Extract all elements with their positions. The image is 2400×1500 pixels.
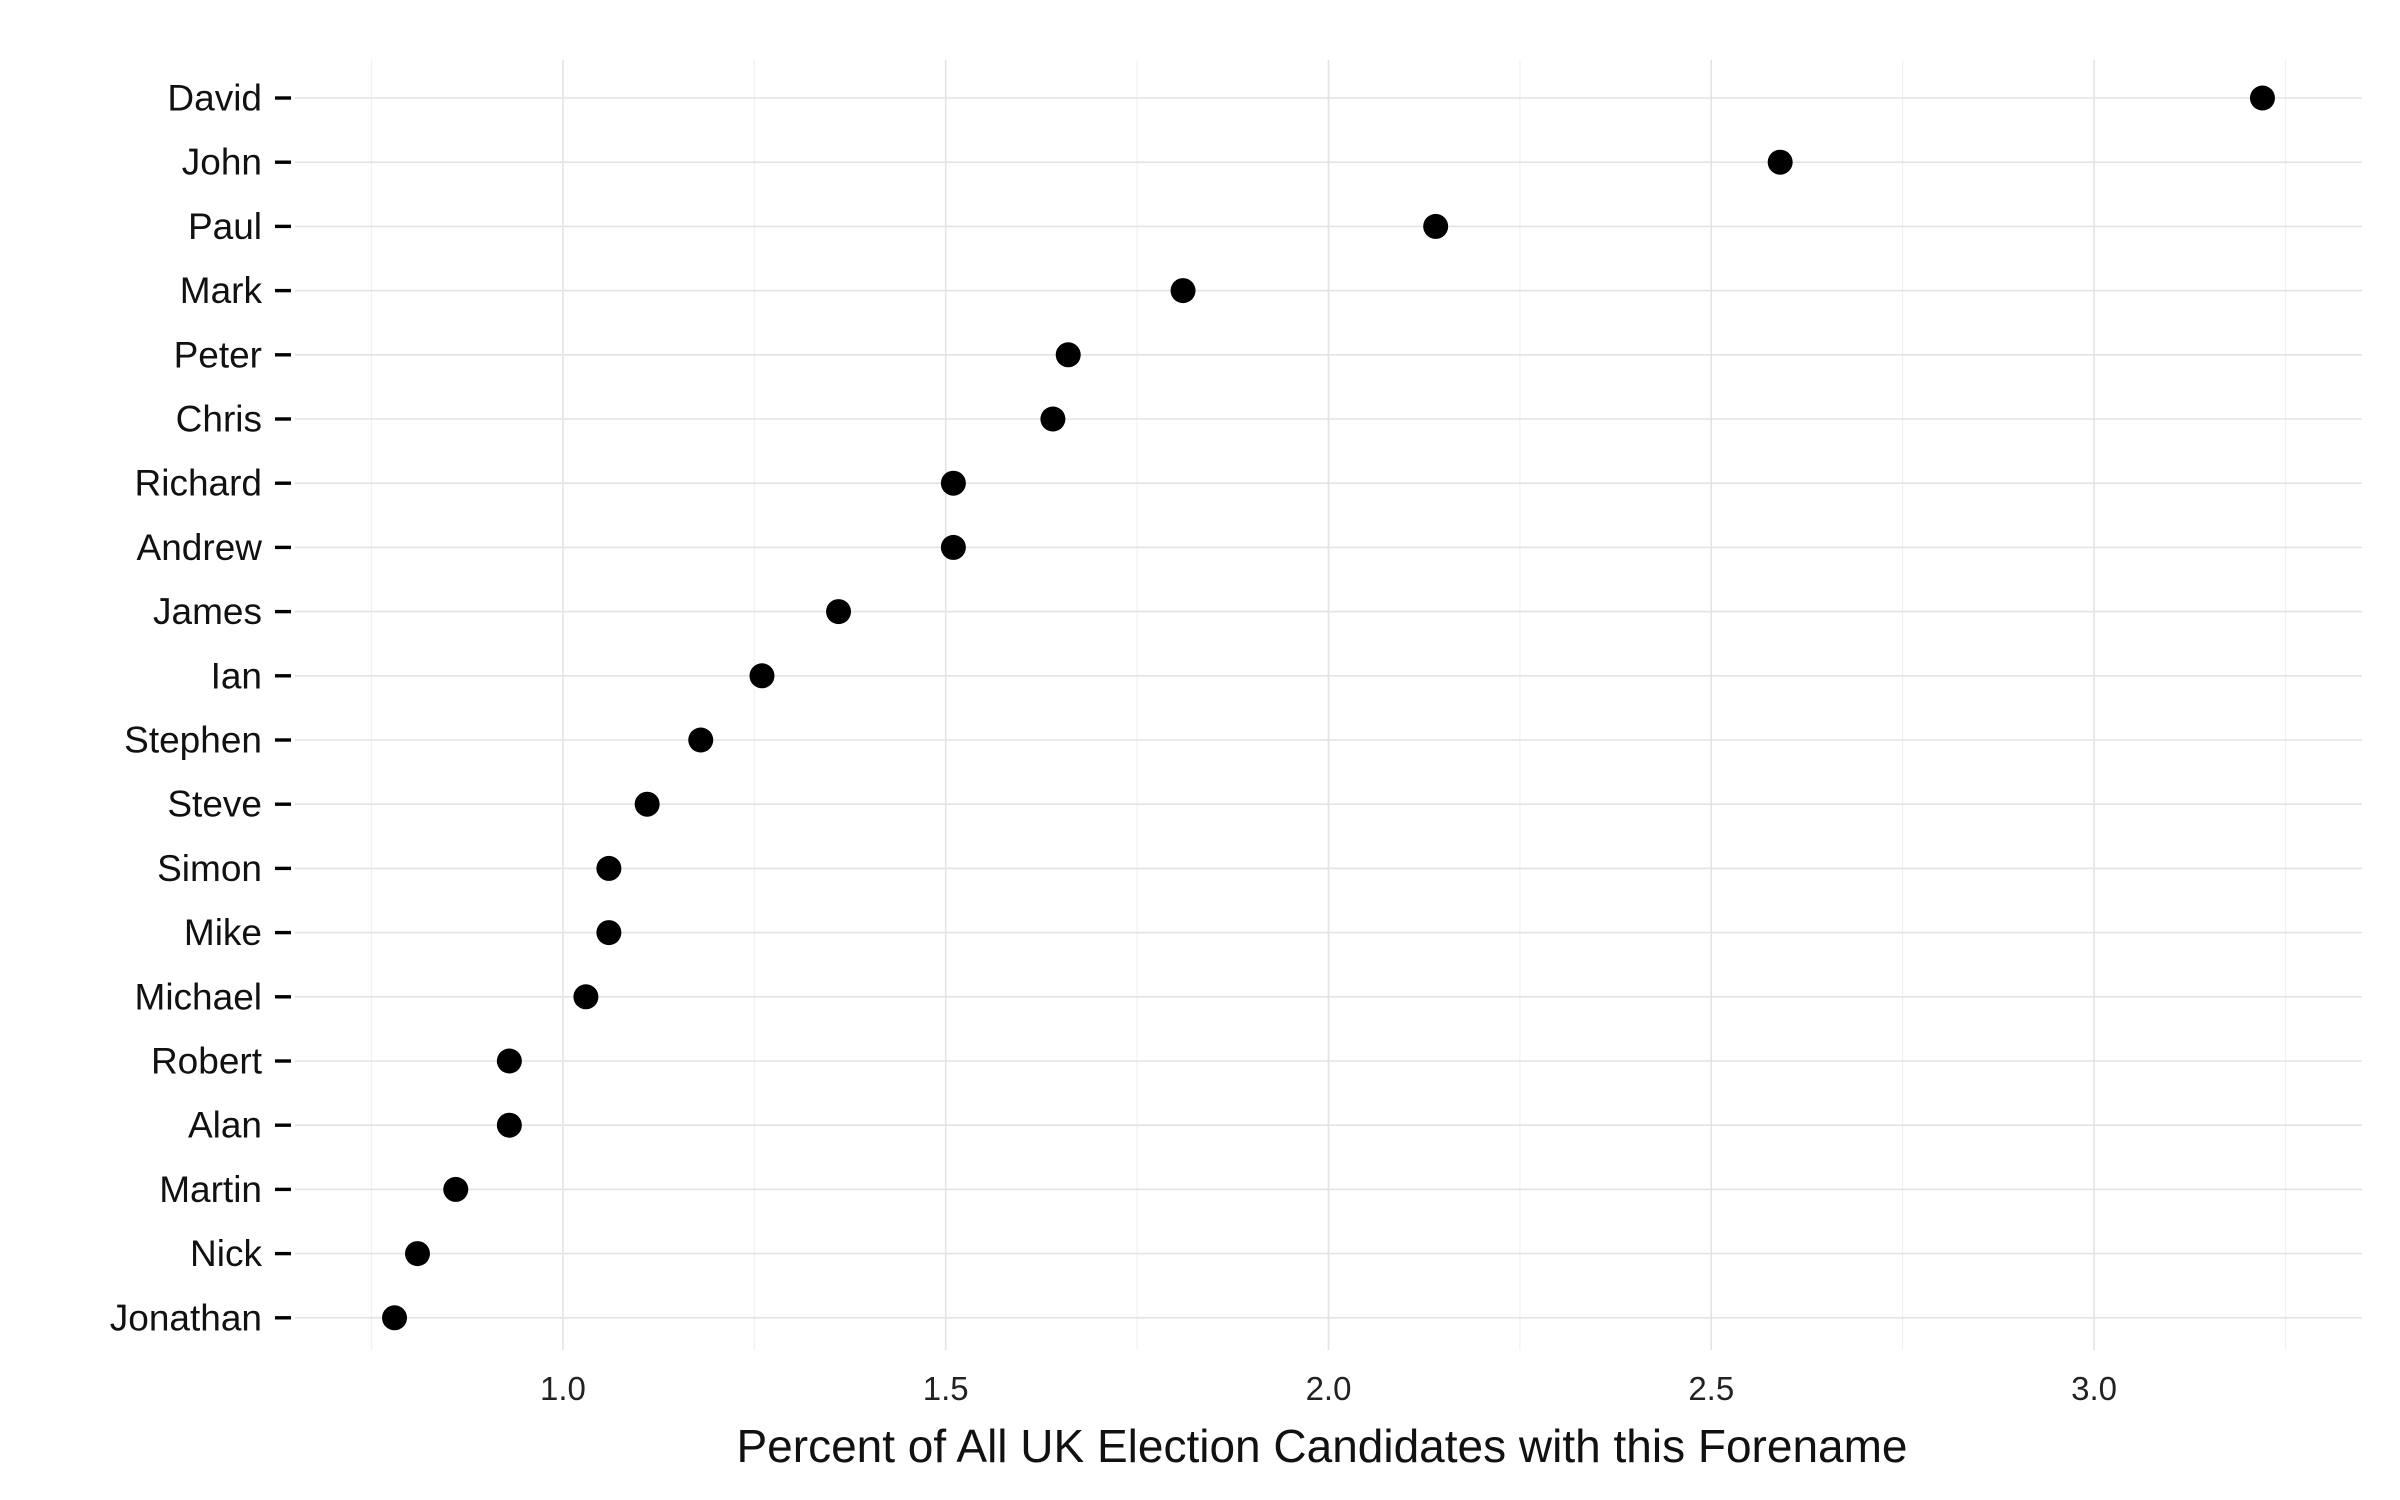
gridlines [295,60,2362,1350]
y-tick-label: Robert [151,1041,263,1082]
data-point [688,727,714,753]
data-point [940,534,966,560]
y-tick-label: Jonathan [110,1297,262,1338]
y-axis: David John Paul Mark Peter Chris Richard Andrew… [110,78,291,1338]
x-tick-label: 2.0 [1306,1370,1352,1407]
y-tick-label: Michael [135,976,263,1017]
y-tick-label: Richard [135,463,263,504]
y-tick-label: Stephen [124,720,262,761]
y-tick-label: David [167,78,262,119]
data-point [2249,85,2275,111]
x-tick-label: 2.5 [1688,1370,1734,1407]
data-point [1423,213,1449,239]
data-point [596,920,622,946]
data-point [382,1305,408,1331]
y-tick-label: Steve [167,784,262,825]
x-tick-label: 1.0 [540,1370,586,1407]
y-tick-label: John [182,142,262,183]
data-point [634,791,660,817]
y-tick-label: Nick [190,1233,262,1274]
data-point [443,1176,469,1202]
y-tick-label: Paul [188,206,262,247]
x-axis: 1.0 1.5 2.0 2.5 3.0 [540,1370,2117,1407]
y-tick-label: Mike [184,912,262,953]
y-tick-label: Simon [157,848,262,889]
y-tick-label: Chris [176,399,262,440]
x-tick-label: 1.5 [923,1370,969,1407]
data-point [1055,342,1081,368]
data-point [1767,149,1793,175]
y-tick-label: Peter [174,334,262,375]
data-points [382,85,2275,1331]
y-tick-label: Mark [180,270,263,311]
data-point [826,599,852,625]
y-tick-label: Alan [188,1105,262,1146]
data-point [496,1112,522,1138]
data-point [1040,406,1066,432]
data-point [1170,278,1196,304]
y-tick-label: Ian [211,655,262,696]
data-point [749,663,775,689]
x-tick-label: 3.0 [2071,1370,2117,1407]
data-point [404,1241,430,1267]
y-tick-label: James [153,591,262,632]
data-point [940,470,966,496]
data-point [596,855,622,881]
x-axis-title: Percent of All UK Election Candidates wi… [736,1420,1907,1472]
y-tick-label: Andrew [137,527,263,568]
data-point [573,984,599,1010]
data-point [496,1048,522,1074]
y-tick-label: Martin [159,1169,262,1210]
